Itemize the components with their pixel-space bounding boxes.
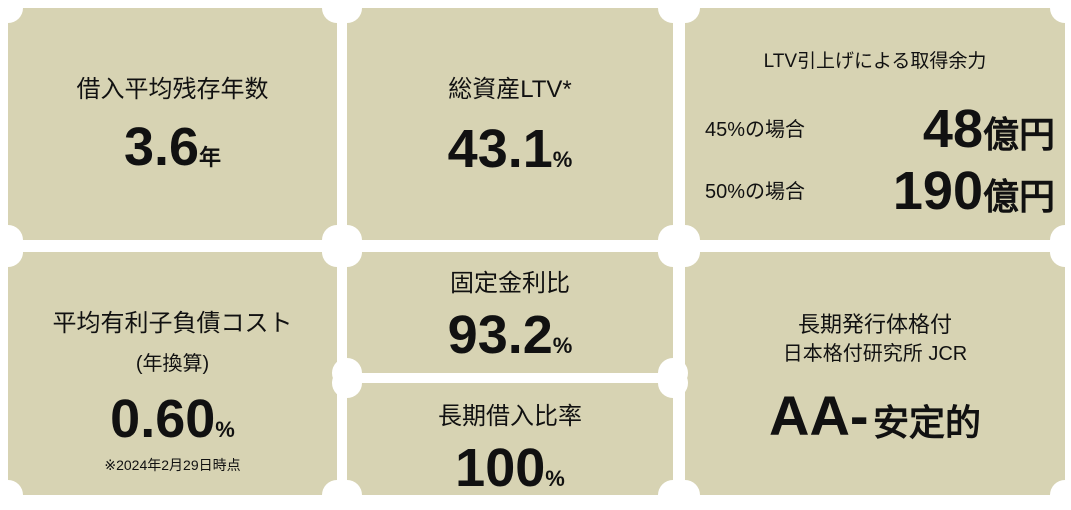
card-value: 0.60 xyxy=(110,389,216,449)
row-label: 50%の場合 xyxy=(705,181,806,203)
card-label: 長期発行体格付 xyxy=(797,312,952,337)
card-label: 長期借入比率 xyxy=(438,403,582,430)
card-label: 総資産LTV* xyxy=(448,76,572,103)
corner-notch xyxy=(670,480,700,510)
corner-notch xyxy=(658,368,688,398)
card-value: 100 xyxy=(455,438,546,495)
row-value-wrap: 190億円 xyxy=(893,164,1055,218)
card-value: 93.2 xyxy=(447,305,553,365)
card-unit: % xyxy=(215,417,235,442)
row-value: 190 xyxy=(892,161,983,221)
card-value-wrap: 93.2% xyxy=(347,308,673,362)
corner-notch xyxy=(0,480,23,510)
corner-notch xyxy=(332,480,362,510)
corner-notch xyxy=(332,237,362,267)
card-title: LTV引上げによる取得余力 xyxy=(763,51,987,72)
card-label: 借入平均残存年数 xyxy=(76,76,269,103)
card-unit: % xyxy=(545,466,565,491)
card-note: ※2024年2月29日時点 xyxy=(104,457,241,473)
corner-notch xyxy=(0,237,23,267)
card-sublabel: 日本格付研究所 JCR xyxy=(782,343,968,365)
corner-notch xyxy=(1050,480,1071,510)
corner-notch xyxy=(0,0,23,23)
corner-notch xyxy=(670,237,700,267)
card-value-wrap: 100% xyxy=(347,441,673,495)
corner-notch xyxy=(670,0,700,23)
card-value: 3.6 xyxy=(123,117,200,177)
corner-notch xyxy=(1050,237,1071,267)
card: LTV引上げによる取得余力 45%の場合 48億円 50%の場合 190億円 xyxy=(685,8,1065,240)
card-unit: % xyxy=(552,333,573,358)
card-value-wrap: 3.6年 xyxy=(8,120,337,174)
card-label: 固定金利比 xyxy=(450,270,570,297)
card: 借入平均残存年数 3.6年 xyxy=(8,8,337,240)
row-value: 48 xyxy=(922,99,983,159)
row-value-wrap: 48億円 xyxy=(923,102,1055,156)
corner-notch xyxy=(1050,0,1071,23)
card: 長期発行体格付 日本格付研究所 JCR AA- 安定的 xyxy=(685,252,1065,495)
card-value: AA- xyxy=(769,384,869,447)
card: 長期借入比率 100% xyxy=(347,383,673,495)
card: 総資産LTV* 43.1% xyxy=(347,8,673,240)
card-value-wrap: 0.60% xyxy=(8,392,337,446)
card-value-wrap: AA- 安定的 xyxy=(685,388,1065,444)
corner-notch xyxy=(332,0,362,23)
card-unit: 年 xyxy=(199,145,222,170)
card-sublabel: (年換算) xyxy=(135,353,210,375)
corner-notch xyxy=(332,368,362,398)
row-unit: 億円 xyxy=(982,114,1055,155)
card: 固定金利比 93.2% xyxy=(347,252,673,373)
card: 平均有利子負債コスト (年換算) 0.60% ※2024年2月29日時点 xyxy=(8,252,337,495)
row-unit: 億円 xyxy=(982,176,1055,217)
card-value: 43.1 xyxy=(447,119,553,179)
row-label: 45%の場合 xyxy=(705,119,806,141)
card-value-wrap: 43.1% xyxy=(347,122,673,176)
card-label: 平均有利子負債コスト xyxy=(52,310,293,337)
card-unit: % xyxy=(552,147,573,172)
card-unit: 安定的 xyxy=(872,402,981,443)
